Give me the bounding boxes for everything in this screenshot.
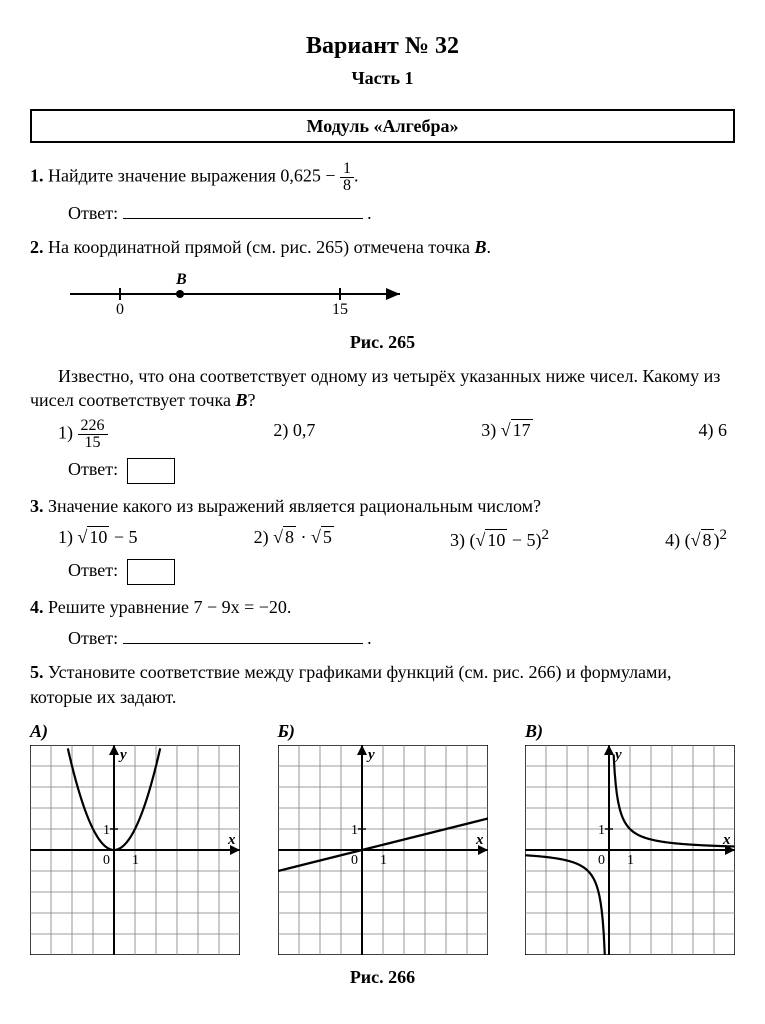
problem-1-number: 1. — [30, 166, 44, 186]
svg-text:B: B — [175, 271, 187, 288]
problem-2-answer: Ответ: — [68, 457, 735, 484]
page-title: Вариант № 32 — [30, 30, 735, 62]
plot-B: 0 1 1 x y — [278, 745, 488, 955]
svg-text:1: 1 — [103, 823, 110, 838]
problem-2-options: 1) 226 15 2) 0,7 3) 17 4) 6 — [58, 418, 727, 451]
option-3-1: 1) 10 − 5 — [58, 525, 138, 552]
option-3-3: 3) (10 − 5)2 — [450, 525, 549, 552]
plot-B-label: Б) — [278, 719, 488, 743]
plot-A-label: А) — [30, 719, 240, 743]
option-3-2: 2) 8 · 5 — [254, 525, 334, 552]
problem-2-text-a: На координатной прямой (см. рис. 265) от… — [48, 237, 475, 257]
fraction-1-8: 1 8 — [340, 161, 354, 194]
svg-text:1: 1 — [351, 823, 358, 838]
option-2-1: 1) 226 15 — [58, 418, 108, 451]
module-heading: Модуль «Алгебра» — [30, 109, 735, 143]
figure-266-row: А) 0 1 1 x y Б) 0 1 1 x y В) 0 1 1 x y — [30, 719, 735, 955]
plot-V: 011xy — [525, 745, 735, 955]
problem-3-number: 3. — [30, 496, 44, 516]
problem-3: 3. Значение какого из выражений является… — [30, 494, 735, 518]
problem-4-answer: Ответ: . — [68, 625, 735, 650]
svg-text:0: 0 — [351, 853, 358, 868]
sqrt-icon: 8 — [691, 528, 714, 552]
plot-V-col: В) 011xy — [525, 719, 735, 955]
option-2-2: 2) 0,7 — [273, 418, 315, 451]
option-2-3: 3) 17 — [481, 418, 532, 451]
svg-text:y: y — [118, 747, 127, 763]
problem-2-text-b: Известно, что она соответствует одному и… — [30, 364, 735, 413]
figure-266-caption: Рис. 266 — [30, 965, 735, 989]
plot-B-col: Б) 0 1 1 x y — [278, 719, 488, 955]
part-title: Часть 1 — [30, 66, 735, 90]
problem-5-number: 5. — [30, 662, 44, 682]
problem-3-answer: Ответ: — [68, 558, 735, 585]
plot-A: 0 1 1 x y — [30, 745, 240, 955]
svg-text:y: y — [366, 747, 375, 763]
svg-text:x: x — [227, 832, 236, 848]
svg-text:1: 1 — [380, 853, 387, 868]
problem-3-options: 1) 10 − 5 2) 8 · 5 3) (10 − 5)2 4) (8)2 — [58, 525, 727, 552]
problem-5-text: Установите соответствие между графиками … — [30, 662, 672, 706]
sqrt-icon: 5 — [311, 525, 334, 549]
svg-text:1: 1 — [627, 853, 634, 868]
figure-265: B 0 15 Рис. 265 — [30, 266, 735, 354]
svg-text:0: 0 — [116, 301, 124, 318]
svg-text:1: 1 — [132, 853, 139, 868]
figure-265-caption: Рис. 265 — [30, 330, 735, 354]
plot-A-col: А) 0 1 1 x y — [30, 719, 240, 955]
answer-box[interactable] — [127, 458, 175, 484]
answer-blank[interactable] — [123, 625, 363, 644]
svg-text:15: 15 — [332, 301, 348, 318]
plot-V-label: В) — [525, 719, 735, 743]
number-line-svg: B 0 15 — [30, 266, 440, 326]
problem-1-answer: Ответ: . — [68, 200, 735, 225]
problem-4-text: Решите уравнение 7 − 9x = −20. — [48, 597, 291, 617]
problem-1: 1. Найдите значение выражения 0,625 − 1 … — [30, 161, 735, 194]
svg-text:1: 1 — [598, 823, 605, 838]
sqrt-icon: 10 — [78, 525, 110, 549]
svg-text:0: 0 — [598, 853, 605, 868]
svg-text:x: x — [475, 832, 484, 848]
option-3-4: 4) (8)2 — [665, 525, 727, 552]
problem-2: 2. На координатной прямой (см. рис. 265)… — [30, 235, 735, 259]
problem-4: 4. Решите уравнение 7 − 9x = −20. — [30, 595, 735, 619]
problem-2-number: 2. — [30, 237, 44, 257]
answer-blank[interactable] — [123, 200, 363, 219]
svg-text:0: 0 — [103, 853, 110, 868]
sqrt-icon: 17 — [501, 418, 533, 442]
answer-box[interactable] — [127, 559, 175, 585]
problem-4-number: 4. — [30, 597, 44, 617]
sqrt-icon: 8 — [273, 525, 296, 549]
option-2-4: 4) 6 — [698, 418, 727, 451]
problem-1-text: Найдите значение выражения 0,625 − — [48, 166, 340, 186]
problem-3-text: Значение какого из выражений является ра… — [48, 496, 541, 516]
problem-5: 5. Установите соответствие между графика… — [30, 660, 735, 709]
fraction-226-15: 226 15 — [78, 418, 108, 451]
sqrt-icon: 10 — [475, 528, 507, 552]
